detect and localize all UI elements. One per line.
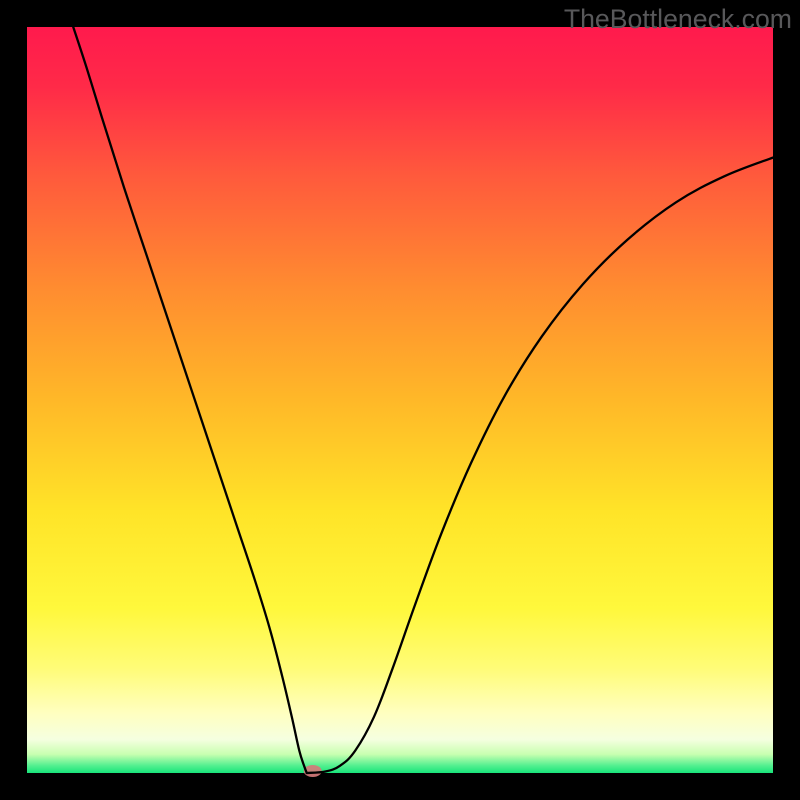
chart-container: TheBottleneck.com bbox=[0, 0, 800, 800]
bottleneck-chart-svg bbox=[0, 0, 800, 800]
watermark-text: TheBottleneck.com bbox=[564, 4, 792, 35]
plot-background bbox=[27, 27, 773, 773]
